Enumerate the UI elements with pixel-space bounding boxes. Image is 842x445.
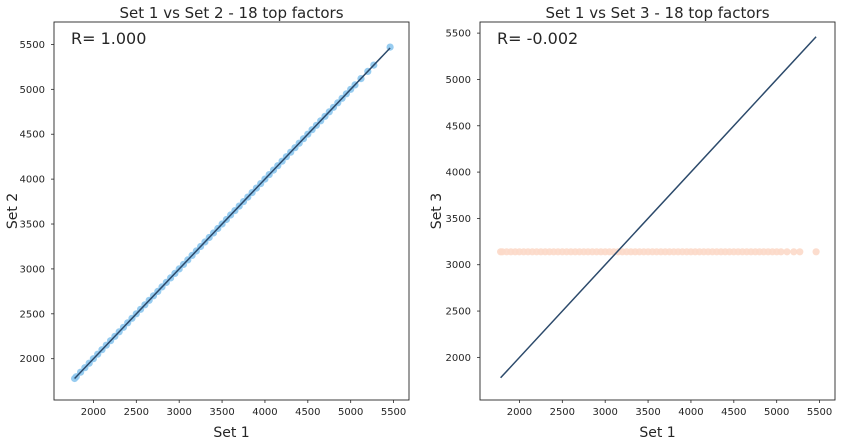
data-point — [777, 248, 785, 256]
chart-set1-vs-set3: Set 1 vs Set 3 - 18 top factors 2000 2500… — [429, 4, 836, 441]
data-point — [783, 248, 791, 256]
chart-title: Set 1 vs Set 2 - 18 top factors — [119, 4, 343, 22]
x-tick-label: 2500 — [124, 407, 149, 418]
y-tick-label: 5500 — [20, 40, 45, 51]
y-tick-label: 3500 — [20, 220, 45, 231]
y-tick-label: 2500 — [446, 307, 471, 318]
x-tick-label: 5000 — [764, 407, 789, 418]
y-tick-label: 4500 — [20, 130, 45, 141]
x-tick-label: 5000 — [338, 407, 363, 418]
y-axis-label: Set 2 — [5, 193, 21, 229]
y-axis-ticks: 2000 2500 3000 3500 4000 4500 5000 5500 — [446, 29, 480, 364]
x-axis-label: Set 1 — [639, 425, 675, 441]
x-tick-label: 3000 — [592, 407, 617, 418]
x-tick-label: 2500 — [550, 407, 575, 418]
regression-line — [500, 36, 817, 379]
y-tick-label: 4000 — [20, 175, 45, 186]
x-tick-label: 4000 — [252, 407, 277, 418]
chart-set1-vs-set2: Set 1 vs Set 2 - 18 top factors 2000 2500… — [5, 4, 410, 441]
y-tick-label: 3000 — [446, 260, 471, 271]
y-axis-label: Set 3 — [429, 193, 445, 229]
x-tick-label: 3000 — [166, 407, 191, 418]
y-tick-label: 5500 — [446, 29, 471, 40]
chart-title: Set 1 vs Set 3 - 18 top factors — [545, 4, 769, 22]
y-axis-ticks: 2000 2500 3000 3500 4000 4500 5000 5500 — [20, 40, 54, 365]
y-tick-label: 5000 — [20, 85, 45, 96]
x-tick-label: 5500 — [381, 407, 406, 418]
scatter-points — [497, 248, 820, 256]
fit-line — [74, 47, 391, 380]
x-axis-ticks: 2000 2500 3000 3500 4000 4500 5000 5500 — [81, 400, 406, 418]
x-tick-label: 4500 — [721, 407, 746, 418]
x-axis-ticks: 2000 2500 3000 3500 4000 4500 5000 5500 — [507, 400, 832, 418]
correlation-annotation: R= -0.002 — [497, 29, 578, 48]
x-tick-label: 2000 — [81, 407, 106, 418]
y-tick-label: 4000 — [446, 168, 471, 179]
y-tick-label: 3000 — [20, 264, 45, 275]
fit-line — [500, 36, 817, 379]
x-tick-label: 4500 — [295, 407, 320, 418]
data-point — [790, 248, 798, 256]
x-tick-label: 4000 — [678, 407, 703, 418]
plot-frame — [53, 21, 410, 401]
y-tick-label: 2000 — [446, 353, 471, 364]
y-tick-label: 3500 — [446, 214, 471, 225]
x-tick-label: 5500 — [807, 407, 832, 418]
correlation-annotation: R= 1.000 — [71, 29, 146, 48]
plot-frame — [479, 21, 836, 401]
x-tick-label: 3500 — [635, 407, 660, 418]
data-point — [812, 248, 820, 256]
x-axis-label: Set 1 — [213, 425, 249, 441]
x-tick-label: 3500 — [209, 407, 234, 418]
regression-line — [74, 47, 391, 380]
x-tick-label: 2000 — [507, 407, 532, 418]
y-tick-label: 2500 — [20, 309, 45, 320]
y-tick-label: 5000 — [446, 75, 471, 86]
data-point — [796, 248, 804, 256]
y-tick-label: 2000 — [20, 354, 45, 365]
y-tick-label: 4500 — [446, 121, 471, 132]
